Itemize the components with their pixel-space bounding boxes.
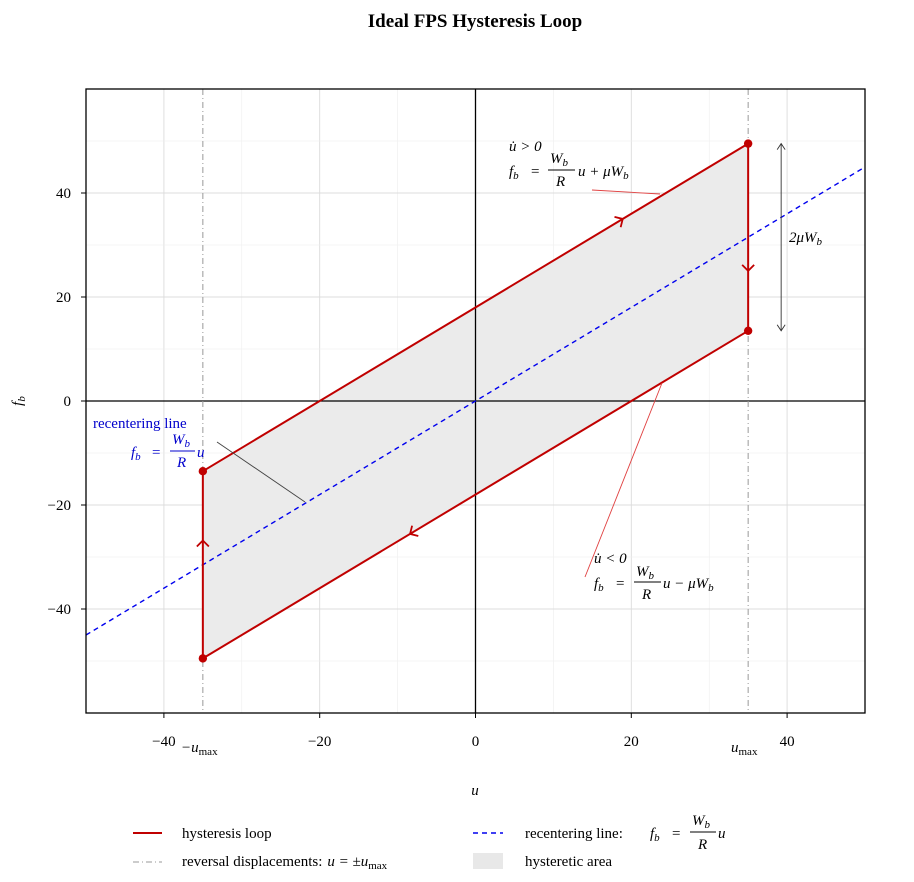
y-tick-label: −20	[48, 498, 71, 514]
legend-label-recenter: recentering line:	[525, 826, 623, 842]
direction-arrow	[741, 264, 755, 273]
svg-text:=: =	[616, 576, 624, 592]
svg-text:fb: fb	[594, 576, 604, 594]
svg-text:=: =	[531, 164, 539, 180]
leader-recenter	[216, 441, 306, 503]
direction-arrows	[196, 216, 755, 548]
svg-text:R: R	[697, 837, 707, 853]
recentering-annotation: recentering line fb = Wb R u	[93, 416, 205, 471]
loop-vertex	[743, 139, 753, 148]
y-tick-label: −40	[48, 602, 71, 618]
svg-text:Wb: Wb	[550, 151, 569, 169]
direction-arrow	[408, 525, 419, 537]
loop-segment	[202, 142, 749, 473]
two-mu-wb-label: 2μWb	[789, 230, 823, 248]
x-tick-label: 40	[780, 734, 795, 750]
legend-label-loop: hysteresis loop	[182, 826, 272, 842]
svg-text:fb: fb	[509, 164, 519, 182]
svg-text:R: R	[641, 587, 651, 603]
y-tick-labels: −40 −20 0 20 40	[48, 186, 86, 618]
y-axis-label: fb	[10, 396, 28, 406]
svg-text:fb: fb	[131, 445, 141, 463]
svg-text:Wb: Wb	[692, 813, 711, 831]
two-mu-wb-dimension	[776, 142, 786, 332]
svg-text:Wb: Wb	[172, 432, 191, 450]
svg-text:u̇ > 0: u̇ > 0	[509, 139, 542, 155]
svg-text:R: R	[555, 174, 565, 190]
x-tick-label: −20	[308, 734, 331, 750]
x-axis-label: u	[471, 783, 479, 799]
legend-label-area: hysteretic area	[525, 854, 612, 870]
x-tick-label: 20	[624, 734, 639, 750]
svg-text:u̇ < 0: u̇ < 0	[594, 551, 627, 567]
x-tick-label: −40	[152, 734, 175, 750]
leader-lower	[584, 382, 663, 578]
chart-title: Ideal FPS Hysteresis Loop	[368, 11, 582, 32]
svg-text:=: =	[152, 445, 160, 461]
svg-text:u − μWb: u − μWb	[663, 576, 714, 594]
loop-vertex	[198, 654, 208, 663]
leader-upper	[591, 189, 661, 195]
y-tick-label: 0	[64, 394, 72, 410]
svg-text:fb: fb	[650, 826, 660, 844]
hysteresis-loop	[201, 142, 750, 660]
legend-label-reversal: reversal displacements: u = ±umax	[182, 854, 388, 872]
upper-branch-annotation: u̇ > 0 fb = Wb R u + μWb	[509, 139, 629, 190]
loop-segment	[202, 329, 749, 660]
y-tick-label: 40	[56, 186, 71, 202]
direction-arrow	[196, 539, 210, 548]
svg-text:R: R	[176, 455, 186, 471]
svg-text:u: u	[718, 826, 726, 842]
svg-text:recentering line: recentering line	[93, 416, 187, 432]
legend-swatch-area	[473, 853, 503, 869]
minus-umax-label: −umax	[181, 740, 218, 758]
x-tick-label: 0	[472, 734, 480, 750]
direction-arrow	[614, 216, 624, 228]
lower-branch-annotation: u̇ < 0 fb = Wb R u − μWb	[594, 551, 714, 603]
loop-vertex	[198, 467, 208, 476]
loop-vertices	[198, 139, 753, 663]
legend: hysteresis loop recentering line: fb = W…	[133, 813, 726, 872]
svg-text:u: u	[197, 445, 205, 461]
loop-vertex	[743, 326, 753, 335]
y-tick-label: 20	[56, 290, 71, 306]
x-tick-labels: −40 −20 0 20 40	[152, 713, 795, 750]
svg-text:u + μWb: u + μWb	[578, 164, 629, 182]
svg-text:=: =	[672, 826, 680, 842]
umax-label: umax	[731, 740, 758, 758]
svg-text:Wb: Wb	[636, 564, 655, 582]
recentering-line	[85, 166, 866, 636]
